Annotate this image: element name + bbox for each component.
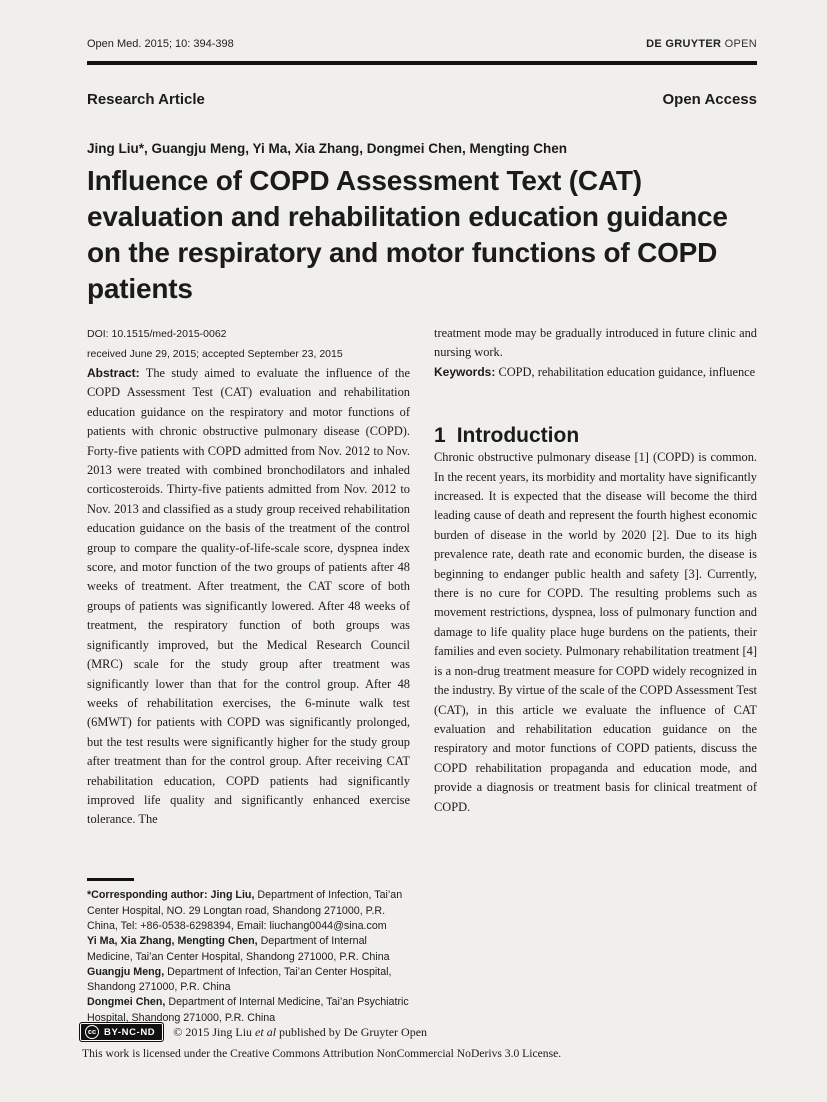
title-line: on the respiratory and motor functions o… xyxy=(87,237,718,268)
license-statement: This work is licensed under the Creative… xyxy=(82,1047,562,1060)
abstract-continuation: treatment mode may be gradually introduc… xyxy=(434,326,757,360)
footnote-entry: Guangju Meng, Department of Infection, T… xyxy=(87,965,410,996)
abstract-text: The study aimed to evaluate the influenc… xyxy=(87,366,410,827)
abstract-paragraph: Abstract: The study aimed to evaluate th… xyxy=(87,364,410,830)
column-spacer xyxy=(87,830,410,879)
footnote-entry: Dongmei Chen, Department of Internal Med… xyxy=(87,995,410,1026)
footnote-author-bold: Yi Ma, Xia Zhang, Mengting Chen, xyxy=(87,935,258,948)
author-list: Jing Liu*, Guangju Meng, Yi Ma, Xia Zhan… xyxy=(87,141,568,156)
open-access-label: Open Access xyxy=(662,91,758,108)
article-title: Influence of COPD Assessment Text (CAT) … xyxy=(87,163,757,307)
doi-line: DOI: 10.1515/med-2015-0062 xyxy=(87,328,227,340)
section-title: Introduction xyxy=(456,424,580,448)
two-column-body: DOI: 10.1515/med-2015-0062 received June… xyxy=(87,324,757,1026)
header-rule xyxy=(87,61,757,65)
copyright-etal: et al xyxy=(255,1024,277,1039)
keywords-paragraph: Keywords: COPD, rehabilitation education… xyxy=(434,363,757,382)
cc-by-nc-nd-badge: cc BY-NC-ND xyxy=(79,1022,165,1042)
publisher-name: DE GRUYTER xyxy=(646,38,722,50)
footnote-affiliation: Department of Infection, Tai’an Center H… xyxy=(87,889,403,932)
copyright-pre: © 2015 Jing Liu xyxy=(173,1024,256,1039)
publisher-logo: DE GRUYTER OPEN xyxy=(646,38,757,50)
footnote-rule xyxy=(87,878,134,882)
footnote-author-bold: Guangju Meng, xyxy=(87,965,165,978)
creative-commons-icon: cc xyxy=(85,1025,99,1039)
footnote-block: *Corresponding author: Jing Liu, Departm… xyxy=(87,888,410,1026)
article-type-label: Research Article xyxy=(87,91,205,108)
introduction-paragraph: Chronic obstructive pulmonary disease [1… xyxy=(434,450,757,814)
footnote-affiliation: Department of Internal Medicine, Tai’an … xyxy=(87,935,390,963)
keywords-label: Keywords: xyxy=(434,364,496,379)
footnote-author-bold: Dongmei Chen, xyxy=(87,996,166,1009)
title-line: patients xyxy=(87,273,193,304)
journal-reference: Open Med. 2015; 10: 394-398 xyxy=(87,38,234,50)
license-footer: cc BY-NC-ND © 2015 Jing Liu et al publis… xyxy=(79,1022,769,1060)
footnote-author-bold: *Corresponding author: Jing Liu, xyxy=(87,889,255,902)
cc-license-code: BY-NC-ND xyxy=(104,1026,156,1038)
copyright-post: published by De Gruyter Open xyxy=(276,1024,428,1039)
article-type-row: Research Article Open Access xyxy=(87,91,757,108)
title-line: Influence of COPD Assessment Text (CAT) xyxy=(87,165,642,196)
footnote-entry: Yi Ma, Xia Zhang, Mengting Chen, Departm… xyxy=(87,934,410,965)
footnote-entry: *Corresponding author: Jing Liu, Departm… xyxy=(87,888,410,934)
section-heading-introduction: 1 Introduction xyxy=(434,424,757,448)
abstract-label: Abstract: xyxy=(87,366,140,380)
publisher-open-label: OPEN xyxy=(721,38,757,50)
section-number: 1 xyxy=(434,424,446,448)
keywords-text: COPD, rehabilitation education guidance,… xyxy=(495,364,756,379)
footnote-affiliation: Department of Infection, Tai’an Center H… xyxy=(87,965,392,994)
left-column: DOI: 10.1515/med-2015-0062 received June… xyxy=(87,324,410,1026)
title-line: evaluation and rehabilitation education … xyxy=(87,201,728,232)
page-header: Open Med. 2015; 10: 394-398 DE GRUYTER O… xyxy=(87,38,757,50)
copyright-line: © 2015 Jing Liu et al published by De Gr… xyxy=(173,1025,427,1040)
right-column: treatment mode may be gradually introduc… xyxy=(434,324,757,1026)
footnote-affiliation: Department of Internal Medicine, Tai’an … xyxy=(87,996,409,1024)
received-accepted-line: received June 29, 2015; accepted Septemb… xyxy=(87,348,343,360)
